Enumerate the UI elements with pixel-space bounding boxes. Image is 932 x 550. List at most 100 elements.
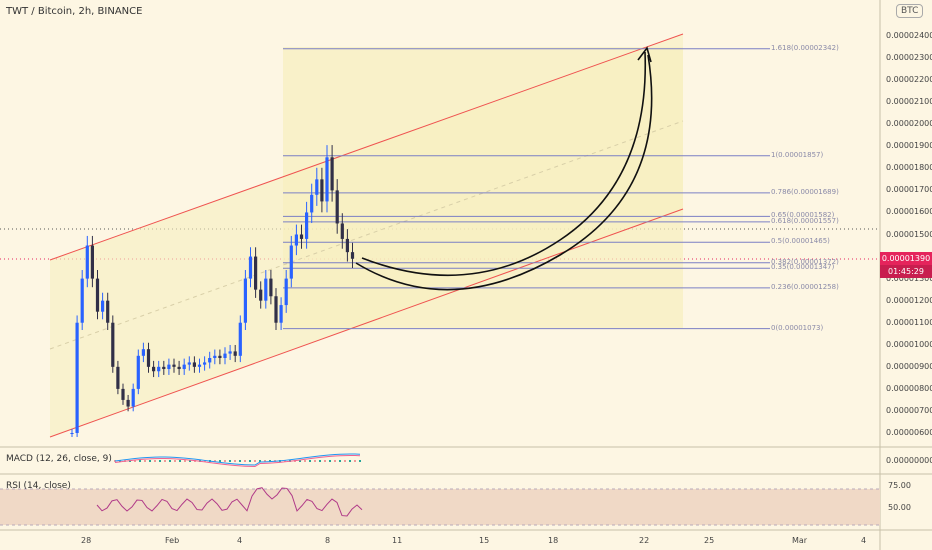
candle-body <box>182 364 186 370</box>
candle-body <box>90 245 94 279</box>
macd-histogram-bar <box>174 460 176 462</box>
time-tick-label: Feb <box>165 536 180 545</box>
time-tick-label: 4 <box>861 536 867 545</box>
candle-body <box>335 190 339 224</box>
macd-histogram-bar <box>304 460 306 462</box>
price-tick-label: 0.00002100 <box>886 97 932 107</box>
rsi-line <box>96 487 363 517</box>
time-tick-label: 28 <box>81 536 92 545</box>
fib-level-label: 0.35(0.00001347) <box>771 263 835 272</box>
macd-line <box>114 453 361 466</box>
fib-level-label: 0(0.00001073) <box>771 323 824 332</box>
candle-body <box>254 256 258 290</box>
price-tick-label: 0.00000900 <box>886 361 932 371</box>
candle-body <box>80 278 84 323</box>
time-tick-label: 8 <box>325 536 331 545</box>
candle-body <box>70 433 74 434</box>
macd-histogram-bar <box>219 460 221 462</box>
macd-histogram-bar <box>134 460 136 462</box>
macd-histogram-bar <box>149 460 151 462</box>
candle-body <box>330 157 334 191</box>
candle-body <box>325 157 329 202</box>
price-tick-label: 0.00001600 <box>886 207 932 217</box>
candle-body <box>85 245 89 279</box>
macd-label[interactable]: MACD (12, 26, close, 9) <box>6 454 112 464</box>
candle-body <box>264 278 268 301</box>
candle-body <box>116 366 120 389</box>
candle-body <box>172 364 176 367</box>
rsi-tick-75: 75.00 <box>888 481 911 490</box>
price-tick-label: 0.00002400 <box>886 31 932 40</box>
price-tick-label: 0.00000800 <box>886 383 932 393</box>
fib-level-label: 0.5(0.00001465) <box>771 237 830 246</box>
price-tick-label: 0.00001800 <box>886 163 932 173</box>
macd-histogram-bar <box>204 460 206 462</box>
candle-body <box>152 366 156 372</box>
candle-body <box>75 322 79 433</box>
candle-body <box>177 366 181 370</box>
candle-body <box>350 252 355 259</box>
candle-body <box>284 278 288 306</box>
candle-body <box>218 355 222 359</box>
macd-histogram-bar <box>224 460 226 462</box>
candle-body <box>162 366 166 370</box>
candle-body <box>141 349 145 356</box>
rsi-label[interactable]: RSI (14, close) <box>6 481 71 491</box>
price-tick-label: 0.00001100 <box>886 317 932 327</box>
time-tick-label: 18 <box>548 536 559 545</box>
macd-histogram-bar <box>269 460 271 462</box>
candle-body <box>167 364 171 370</box>
candle-body <box>238 322 242 356</box>
candle-body <box>243 278 247 323</box>
macd-histogram-bar <box>259 460 261 462</box>
candle-body <box>289 245 293 279</box>
macd-tick: 0.00000000 <box>886 456 932 465</box>
fib-level-label: 0.236(0.00001258) <box>771 282 839 291</box>
candle-body <box>294 234 298 246</box>
candle-body <box>111 322 115 367</box>
candle-body <box>340 223 344 239</box>
price-tick-label: 0.00001900 <box>886 141 932 151</box>
macd-histogram-bar <box>244 460 246 462</box>
price-tick-label: 0.00000600 <box>886 428 932 437</box>
currency-badge[interactable]: BTC <box>896 4 924 18</box>
macd-histogram-bar <box>214 460 216 462</box>
macd-histogram-bar <box>264 460 266 462</box>
candle-body <box>197 364 202 367</box>
macd-histogram-bar <box>234 460 236 462</box>
candle-body <box>299 234 304 239</box>
candle-body <box>213 355 217 359</box>
fib-level-label: 0.382(0.00001372) <box>771 257 839 266</box>
candle-body <box>192 362 196 367</box>
macd-histogram-bar <box>354 460 356 462</box>
macd-histogram-bar <box>339 460 341 462</box>
macd-histogram-bar <box>184 460 186 462</box>
candle-body <box>95 278 100 312</box>
time-tick-label: 15 <box>479 536 490 545</box>
candle-body <box>223 353 227 359</box>
fib-level-label: 0.618(0.00001557) <box>771 216 839 225</box>
macd-histogram-bar <box>299 460 301 462</box>
macd-histogram-bar <box>249 460 251 462</box>
candle-body <box>136 355 140 389</box>
channel-mid-line <box>49 120 684 350</box>
macd-histogram-bar <box>119 460 121 462</box>
macd-histogram-bar <box>349 460 351 462</box>
price-tick-label: 0.00002000 <box>886 119 932 129</box>
candle-body <box>131 388 135 407</box>
fib-level-label: 0.786(0.00001689) <box>771 187 839 196</box>
macd-histogram-bar <box>239 460 241 462</box>
fib-level-label: 1.618(0.00002342) <box>771 43 839 52</box>
candle-body <box>279 305 283 323</box>
candle-body <box>269 278 273 297</box>
time-tick-label: 11 <box>392 536 403 545</box>
candle-body <box>228 351 232 354</box>
candle-body <box>126 399 130 407</box>
price-tick-label: 0.00001000 <box>886 339 932 349</box>
price-tick-label: 0.00000700 <box>886 405 932 415</box>
candle-body <box>259 289 263 301</box>
projection-curve-lower <box>355 54 653 291</box>
candle-body <box>208 358 212 363</box>
macd-histogram-bar <box>319 460 321 462</box>
